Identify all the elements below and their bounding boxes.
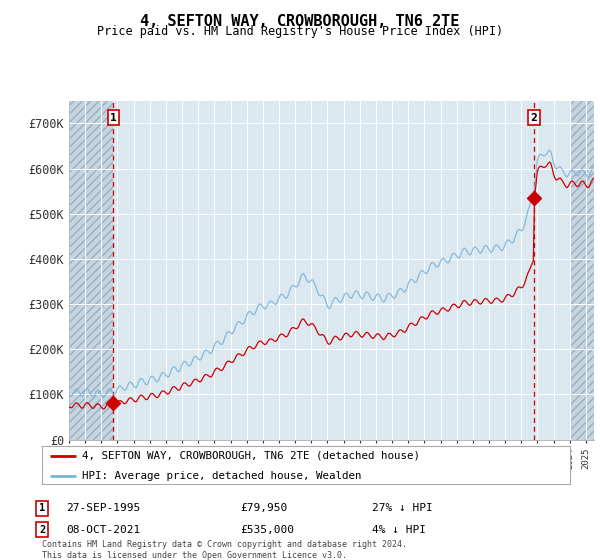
Text: HPI: Average price, detached house, Wealden: HPI: Average price, detached house, Weal… (82, 471, 361, 481)
Text: 4, SEFTON WAY, CROWBOROUGH, TN6 2TE (detached house): 4, SEFTON WAY, CROWBOROUGH, TN6 2TE (det… (82, 451, 419, 461)
Bar (571, 101, 594, 440)
Text: 27-SEP-1995: 27-SEP-1995 (66, 503, 140, 514)
Text: 08-OCT-2021: 08-OCT-2021 (66, 525, 140, 535)
Text: 2: 2 (530, 113, 537, 123)
Text: 1: 1 (110, 113, 117, 123)
Bar (69, 101, 113, 440)
Text: Contains HM Land Registry data © Crown copyright and database right 2024.
This d: Contains HM Land Registry data © Crown c… (42, 540, 407, 559)
Text: Price paid vs. HM Land Registry's House Price Index (HPI): Price paid vs. HM Land Registry's House … (97, 25, 503, 38)
Text: 1: 1 (39, 503, 45, 514)
Text: 4, SEFTON WAY, CROWBOROUGH, TN6 2TE: 4, SEFTON WAY, CROWBOROUGH, TN6 2TE (140, 14, 460, 29)
Text: 4% ↓ HPI: 4% ↓ HPI (372, 525, 426, 535)
Text: 2: 2 (39, 525, 45, 535)
Text: £79,950: £79,950 (240, 503, 287, 514)
Text: 27% ↓ HPI: 27% ↓ HPI (372, 503, 433, 514)
Text: £535,000: £535,000 (240, 525, 294, 535)
